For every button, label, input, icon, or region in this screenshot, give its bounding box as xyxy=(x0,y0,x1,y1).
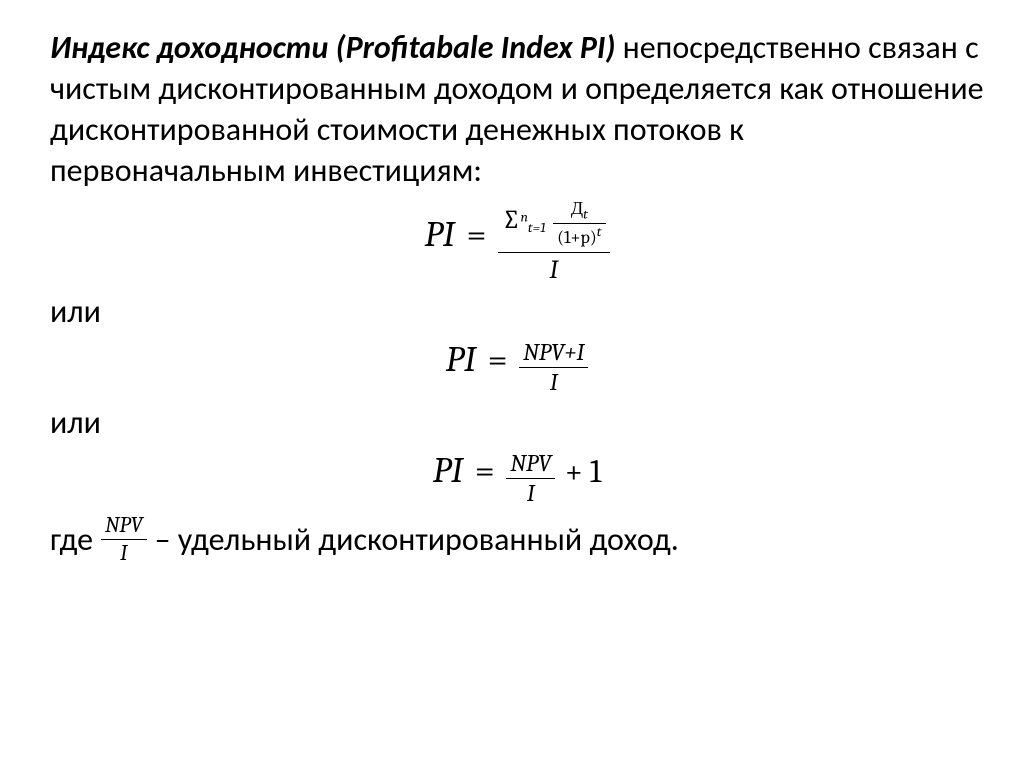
f1-outer-den: I xyxy=(498,253,610,284)
f3-lhs: PI xyxy=(433,450,463,491)
f1-lhs: PI xyxy=(424,214,454,255)
f2-lhs: PI xyxy=(446,339,476,380)
or-1: или xyxy=(50,292,984,331)
f1-inner-den-exp: t xyxy=(597,223,602,240)
f3-tail: + 1 xyxy=(559,453,601,490)
slide-page: Индекс доходности (Profitabale Index PI)… xyxy=(0,0,1024,593)
formula-1: PI = ∑nt=1 Дt (1+p)t I xyxy=(50,200,984,284)
f2-den: I xyxy=(519,368,588,395)
f2-num: NPV+I xyxy=(519,340,588,368)
f1-eq: = xyxy=(458,214,494,255)
f3-num: NPV xyxy=(506,451,555,479)
where-frac-den: I xyxy=(101,540,147,565)
where-suffix: – удельный дисконтированный доход. xyxy=(155,520,679,559)
sigma-lower: t=1 xyxy=(528,219,546,236)
f1-inner-den-base: (1+p) xyxy=(557,227,597,248)
f2-fraction: NPV+I I xyxy=(519,340,588,395)
title-text: Индекс доходности (Profitabale Index PI) xyxy=(50,28,615,67)
where-line: где NPV I – удельный дисконтированный до… xyxy=(50,514,984,565)
or-2: или xyxy=(50,403,984,442)
where-fraction: NPV I xyxy=(101,514,147,565)
f3-den: I xyxy=(506,479,555,506)
f2-eq: = xyxy=(480,339,516,380)
f3-fraction: NPV I xyxy=(506,451,555,506)
formula-2: PI = NPV+I I xyxy=(50,339,984,395)
f1-inner-fraction: Дt (1+p)t xyxy=(553,200,605,248)
f1-fraction: ∑nt=1 Дt (1+p)t I xyxy=(498,200,610,284)
where-prefix: где xyxy=(50,520,93,559)
sigma-upper: n xyxy=(520,208,527,225)
intro-paragraph: Индекс доходности (Profitabale Index PI)… xyxy=(50,28,984,192)
f1-inner-den: (1+p)t xyxy=(553,224,605,248)
where-frac-num: NPV xyxy=(101,514,147,540)
f1-inner-num-sym: Д xyxy=(571,198,583,219)
f1-inner-num-sub: t xyxy=(583,205,588,222)
formula-3: PI = NPV I + 1 xyxy=(50,450,984,506)
f1-numerator: ∑nt=1 Дt (1+p)t xyxy=(498,200,610,253)
f1-inner-num: Дt xyxy=(553,200,605,224)
sigma-symbol: ∑ xyxy=(502,205,520,235)
f3-eq: = xyxy=(467,450,503,491)
